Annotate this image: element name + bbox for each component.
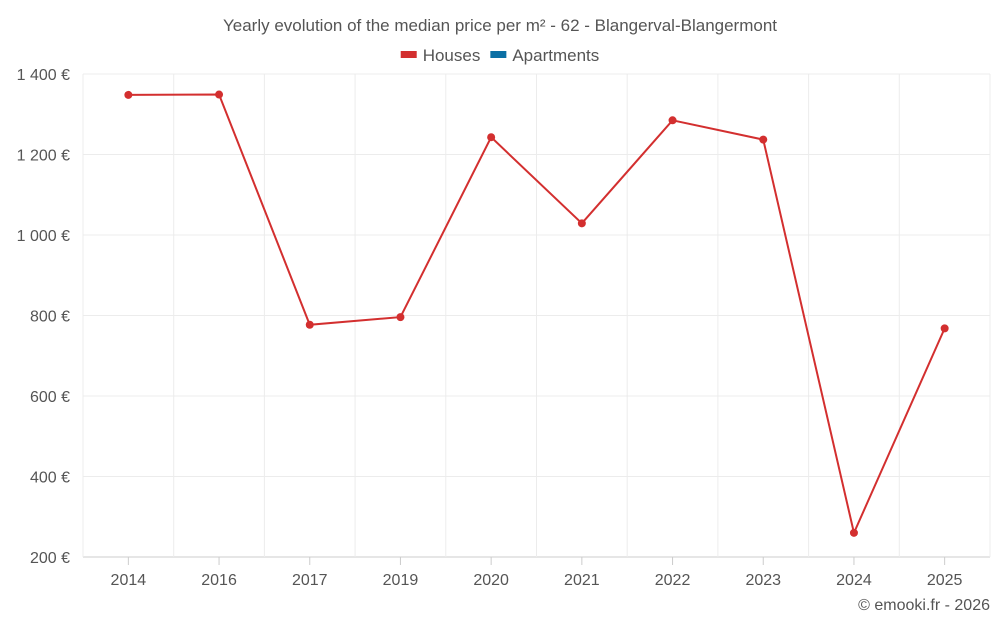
data-point[interactable] [577,219,586,228]
legend: Houses Apartments [400,46,599,65]
data-point[interactable] [487,133,496,142]
x-tick-label: 2021 [564,572,600,589]
data-point[interactable] [668,116,677,125]
series [124,90,949,537]
grid [82,73,991,558]
legend-label-houses[interactable]: Houses [423,46,481,65]
x-tick-label: 2022 [655,572,691,589]
y-tick-label: 1 200 € [17,148,70,165]
y-tick-label: 1 000 € [17,228,70,245]
legend-swatch-houses[interactable] [400,51,417,58]
credit-text: © emooki.fr - 2026 [858,597,990,614]
y-tick-label: 800 € [30,309,70,326]
y-tick-label: 600 € [30,389,70,406]
x-tick-label: 2019 [383,572,419,589]
y-tick-label: 1 400 € [17,67,70,84]
x-tick-label: 2016 [201,572,237,589]
x-tick-label: 2023 [745,572,781,589]
data-point[interactable] [849,528,858,537]
data-point[interactable] [124,90,133,99]
x-tick-label: 2017 [292,572,328,589]
data-point[interactable] [305,320,314,329]
y-tick-label: 200 € [30,550,70,567]
data-point[interactable] [396,313,405,322]
x-tick-label: 2025 [927,572,963,589]
data-point[interactable] [215,90,224,99]
y-axis: 200 € 400 € 600 € 800 € 1 000 € 1 200 € 1 400 … [17,67,70,567]
x-axis: 2014 2016 2017 2019 2020 2021 2022 2023 2024 2025 [111,557,963,589]
chart-title: Yearly evolution of the median price per… [223,16,777,35]
data-point[interactable] [759,135,768,144]
series-line-houses [128,93,946,536]
legend-swatch-apartments[interactable] [490,51,507,58]
data-point[interactable] [940,324,949,333]
x-tick-label: 2014 [111,572,147,589]
x-tick-label: 2020 [473,572,509,589]
y-tick-label: 400 € [30,470,70,487]
x-tick-label: 2024 [836,572,872,589]
legend-label-apartments[interactable]: Apartments [512,46,599,65]
